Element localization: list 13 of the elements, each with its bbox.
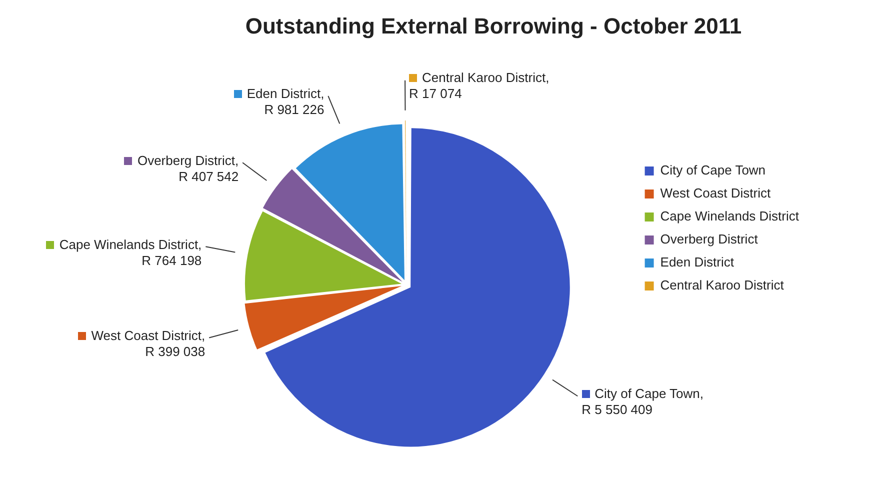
data-label: City of Cape Town, R 5 550 409 bbox=[582, 386, 704, 418]
legend-label: West Coast District bbox=[660, 186, 771, 201]
chart-title: Outstanding External Borrowing - October 2011 bbox=[245, 13, 742, 38]
legend-label: City of Cape Town bbox=[660, 162, 766, 178]
legend-label: Central Karoo District bbox=[660, 278, 784, 293]
data-label: Central Karoo District, R 17 074 bbox=[409, 70, 550, 102]
data-label: West Coast District, R 399 038 bbox=[90, 328, 206, 360]
legend-label: Eden District bbox=[660, 254, 734, 270]
data-label: Cape Winelands District, R 764 198 bbox=[58, 236, 202, 269]
data-label: Overberg District, R 407 542 bbox=[136, 152, 239, 185]
legend-label: Cape Winelands District bbox=[660, 208, 800, 224]
legend-label: Overberg District bbox=[660, 232, 758, 247]
data-label: Eden District, R 981 226 bbox=[246, 86, 324, 118]
